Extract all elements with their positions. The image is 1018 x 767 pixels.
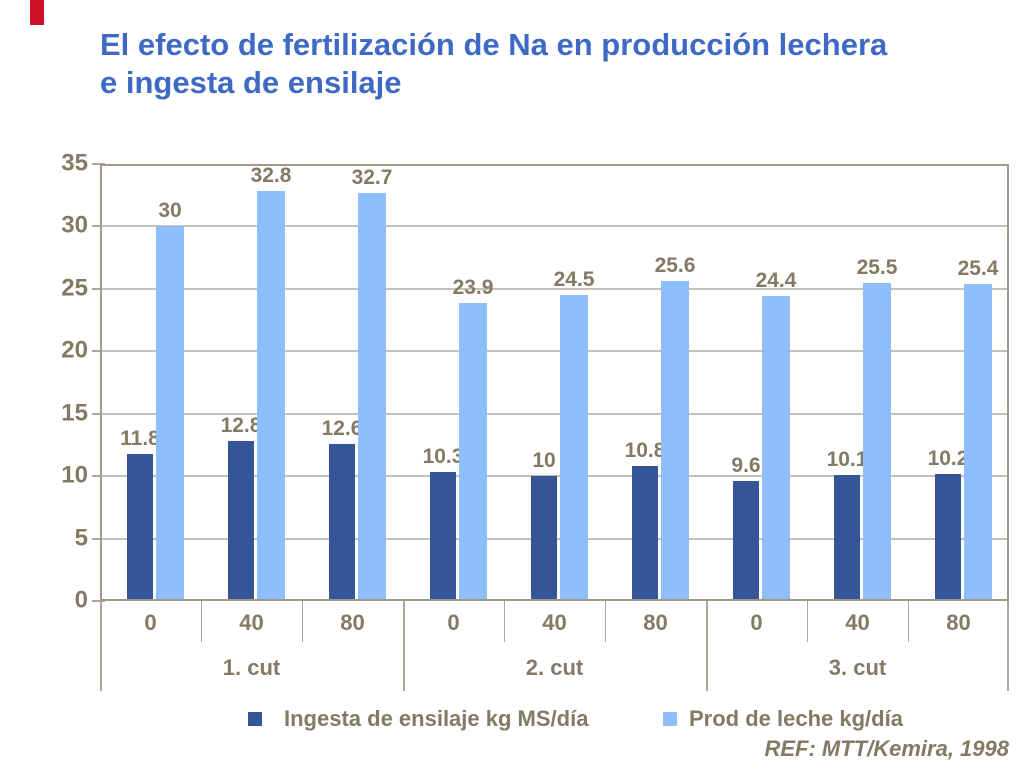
bar-ingesta xyxy=(632,466,658,601)
bar-value-label: 32.7 xyxy=(351,165,393,189)
y-axis-tick-mark xyxy=(92,412,105,415)
chart-title-line-1: El efecto de fertilización de Na en prod… xyxy=(100,27,888,62)
bar-value-label: 10.2 xyxy=(927,446,969,470)
bar-value-label: 10.1 xyxy=(826,447,868,471)
chart-title-line-2: e ingesta de ensilaje xyxy=(100,65,402,100)
legend-swatch-ingesta-icon xyxy=(248,712,262,726)
bar-value-label: 23.9 xyxy=(452,275,494,299)
bar-prod xyxy=(459,302,487,601)
bar-ingesta xyxy=(228,441,254,601)
x-axis-category-label: 0 xyxy=(447,610,460,635)
bar-value-label: 12.8 xyxy=(220,414,262,438)
bar-prod xyxy=(358,192,386,601)
bar-value-label: 32.8 xyxy=(250,164,292,188)
x-axis-category-label: 80 xyxy=(340,610,365,635)
bar-value-label: 25.4 xyxy=(957,256,999,280)
bar-value-label: 25.5 xyxy=(856,255,898,279)
y-axis-tick-mark xyxy=(92,350,105,353)
bar-ingesta xyxy=(329,443,355,601)
bar-ingesta xyxy=(531,476,557,601)
y-axis-tick-mark xyxy=(92,475,105,478)
x-axis-tick-separator xyxy=(302,601,303,642)
bar-ingesta xyxy=(127,453,153,601)
x-axis-group-separator xyxy=(1007,601,1009,691)
x-axis-category-label: 40 xyxy=(845,610,870,635)
y-axis-tick-label: 0 xyxy=(74,586,88,614)
bar-value-label: 12.6 xyxy=(321,416,363,440)
bar-value-label: 10 xyxy=(532,449,556,473)
bar-ingesta xyxy=(935,473,961,601)
bar-value-label: 25.6 xyxy=(654,254,696,278)
bar-prod xyxy=(762,296,790,601)
legend-label-prod: Prod de leche kg/día xyxy=(689,706,903,731)
y-axis-tick-mark xyxy=(92,537,105,540)
bar-value-label: 24.4 xyxy=(755,269,797,293)
y-axis-tick-label: 30 xyxy=(61,211,88,239)
y-axis-tick-label: 5 xyxy=(74,524,88,552)
y-axis-tick-label: 20 xyxy=(61,336,88,364)
legend-swatch-prod-icon xyxy=(663,712,677,726)
legend-item-prod: Prod de leche kg/día xyxy=(663,705,903,733)
bar-value-label: 10.3 xyxy=(422,445,464,469)
red-accent-mark xyxy=(30,0,44,25)
x-axis-tick-separator xyxy=(201,601,202,642)
bar-prod xyxy=(257,191,285,601)
bar-prod xyxy=(964,283,992,601)
y-axis-tick-mark xyxy=(92,163,105,165)
y-axis-tick-label: 25 xyxy=(61,274,88,302)
y-axis-tick-label: 15 xyxy=(61,399,88,427)
bar-prod xyxy=(661,281,689,601)
bar-prod xyxy=(560,295,588,601)
y-axis-tick-label: 10 xyxy=(61,461,88,489)
bar-ingesta xyxy=(733,481,759,601)
legend-item-ingesta: Ingesta de ensilaje kg MS/día xyxy=(248,705,588,733)
x-axis-category-label: 0 xyxy=(750,610,763,635)
y-axis-tick-mark xyxy=(92,287,105,290)
bar-value-label: 10.8 xyxy=(624,439,666,463)
gridline-15 xyxy=(100,412,1009,415)
x-axis-category-label: 0 xyxy=(144,610,157,635)
bar-prod xyxy=(863,282,891,601)
x-axis-group-separator xyxy=(100,601,102,691)
x-axis-category-label: 40 xyxy=(239,610,264,635)
bar-value-label: 24.5 xyxy=(553,268,595,292)
plot-area: 11.8 12.8 12.6 10.3 10 10.8 9.6 10.1 10.2 30 32.8 3… xyxy=(100,164,1009,601)
x-axis-tick-separator xyxy=(908,601,909,642)
bar-value-label: 9.6 xyxy=(731,454,761,478)
x-axis-tick-separator xyxy=(605,601,606,642)
x-axis-tick-separator xyxy=(807,601,808,642)
bar-ingesta xyxy=(834,474,860,601)
x-axis-group-label: 3. cut xyxy=(828,655,887,680)
y-axis-tick-mark xyxy=(92,600,105,602)
x-axis-category-label: 80 xyxy=(946,610,971,635)
y-axis-tick-label: 35 xyxy=(61,149,88,177)
bar-prod xyxy=(156,226,184,601)
gridline-20 xyxy=(100,350,1009,353)
reference-note: REF: MTT/Kemira, 1998 xyxy=(764,736,1009,761)
x-axis-group-separator xyxy=(403,601,405,691)
x-axis-tick-separator xyxy=(504,601,505,642)
x-axis-category-label: 40 xyxy=(542,610,567,635)
x-axis-group-separator xyxy=(706,601,708,691)
bar-ingesta xyxy=(430,472,456,601)
gridline-25 xyxy=(100,287,1009,290)
bar-value-label: 11.8 xyxy=(120,426,160,450)
chart-title: El efecto de fertilización de Na en prod… xyxy=(100,26,980,102)
x-axis-group-label: 1. cut xyxy=(222,655,281,680)
legend-label-ingesta: Ingesta de ensilaje kg MS/día xyxy=(284,706,589,731)
x-axis-group-label: 2. cut xyxy=(525,655,584,680)
x-axis-category-label: 80 xyxy=(643,610,668,635)
gridline-30 xyxy=(100,225,1009,228)
y-axis-tick-mark xyxy=(92,225,105,228)
bar-value-label: 30 xyxy=(158,199,182,223)
